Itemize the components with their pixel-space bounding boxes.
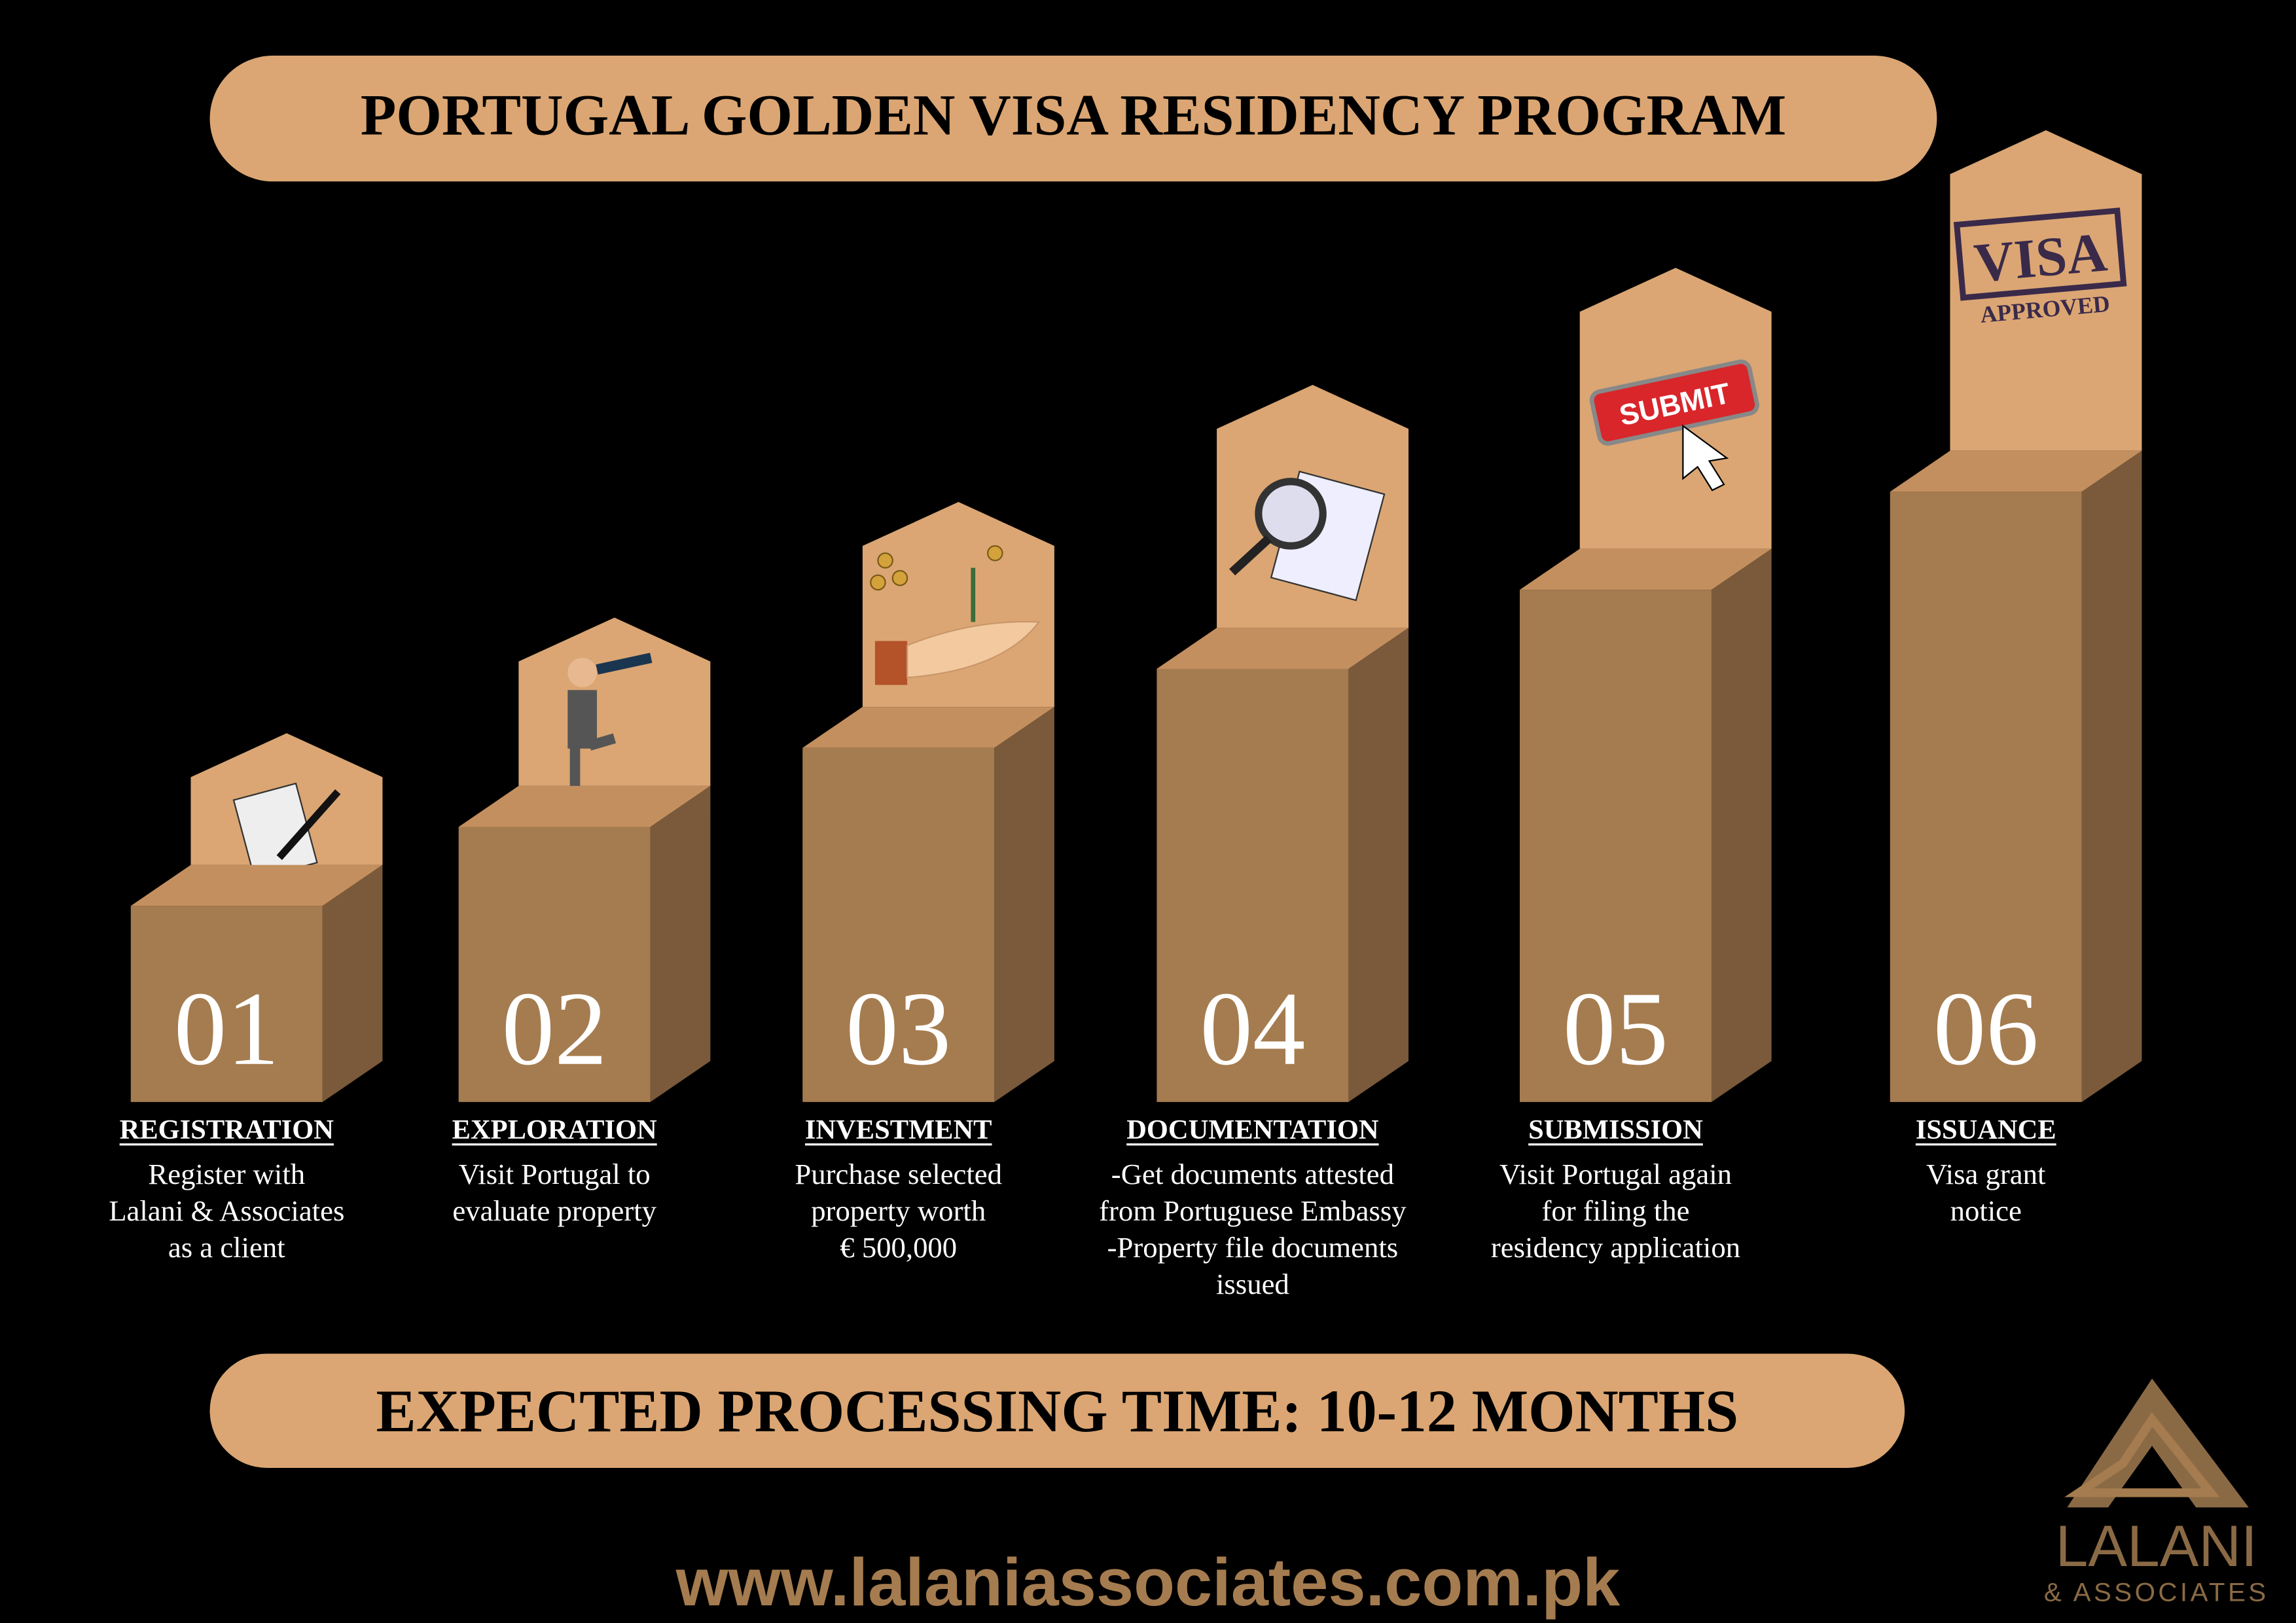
step-heading: EXPLORATION xyxy=(452,1115,657,1145)
step-front xyxy=(1520,590,1712,1102)
step: 02 EXPLORATION Visit Portugal to evaluate p… xyxy=(452,617,711,1227)
step-heading: REGISTRATION xyxy=(120,1115,334,1145)
step-number: 02 xyxy=(502,971,607,1087)
logo-name: LALANI xyxy=(2056,1513,2257,1578)
icon-telescope xyxy=(596,652,653,675)
icon-submit: SUBMIT xyxy=(1589,359,1759,446)
step-top xyxy=(1890,450,2142,492)
icon-text: VISA xyxy=(1971,221,2109,294)
logo-mark-inner xyxy=(2064,1412,2220,1497)
step: 01 REGISTRATION Register with Lalani & Asso… xyxy=(109,733,383,1264)
step-number: 05 xyxy=(1563,971,1668,1087)
step-description: € 500,000 xyxy=(840,1231,957,1264)
step-front xyxy=(802,747,995,1102)
step-description: -Get documents attested xyxy=(1111,1158,1394,1190)
step-icon xyxy=(567,652,653,797)
step-front xyxy=(1890,491,2082,1102)
step-description: -Property file documents xyxy=(1107,1231,1399,1264)
step: 03 INVESTMENT Purchase selected property wo… xyxy=(795,502,1054,1264)
step-number: 04 xyxy=(1200,971,1305,1087)
step-icon xyxy=(870,545,1041,685)
logo: LALANI & ASSOCIATES xyxy=(2044,1378,2269,1607)
step-top xyxy=(1520,548,1772,590)
step-icon: SUBMIT xyxy=(1589,359,1759,491)
step-description: Lalani & Associates xyxy=(109,1194,344,1227)
icon-coin xyxy=(877,552,893,569)
icon-coin xyxy=(870,574,886,591)
step-front xyxy=(130,906,323,1102)
step-description: notice xyxy=(1950,1194,2022,1227)
steps: 01 REGISTRATION Register with Lalani & Asso… xyxy=(109,130,2142,1300)
step-number: 01 xyxy=(174,971,279,1087)
step-side xyxy=(1348,628,1409,1102)
icon-hand xyxy=(906,620,1041,679)
step-number: 06 xyxy=(1933,971,2039,1087)
step-description: as a client xyxy=(168,1231,285,1264)
step-description: Purchase selected xyxy=(795,1158,1002,1190)
step-description: evaluate property xyxy=(452,1194,656,1227)
step-side xyxy=(2081,450,2142,1102)
title-pill xyxy=(209,55,1937,182)
step-icon xyxy=(1229,471,1386,601)
step-heading: INVESTMENT xyxy=(805,1115,992,1145)
step-number: 03 xyxy=(846,971,951,1087)
step-top xyxy=(130,865,383,906)
icon-handle xyxy=(1229,535,1272,576)
step-description: property worth xyxy=(811,1194,986,1227)
icon-stamp-border xyxy=(1953,207,2127,301)
step-description: from Portuguese Embassy xyxy=(1099,1194,1407,1227)
icon-head xyxy=(567,658,598,687)
title: PORTUGAL GOLDEN VISA RESIDENCY PROGRAM xyxy=(361,83,1786,148)
step-pillar xyxy=(518,617,711,786)
step-description: Visit Portugal again xyxy=(1499,1158,1732,1190)
icon-button xyxy=(1589,359,1759,446)
icon-cuff xyxy=(874,641,908,685)
step-front xyxy=(458,827,651,1102)
step-front xyxy=(1157,668,1349,1102)
step-description: issued xyxy=(1216,1268,1289,1300)
icon-lens xyxy=(1255,478,1327,550)
step-description: for filing the xyxy=(1541,1194,1689,1227)
step-top xyxy=(458,785,711,827)
step-heading: DOCUMENTATION xyxy=(1126,1115,1379,1145)
icon-body xyxy=(567,690,598,749)
step-side xyxy=(650,785,711,1102)
icon-leg xyxy=(588,733,617,751)
step: SUBMIT 05 SUBMISSION Visit Portugal again fo… xyxy=(1491,268,1772,1264)
icon-coin xyxy=(891,570,908,586)
step-side xyxy=(994,707,1054,1102)
step-description: Visa grant xyxy=(1926,1158,2046,1190)
step: 04 DOCUMENTATION -Get documents attested fr… xyxy=(1099,385,1409,1300)
icon-coin xyxy=(987,545,1003,562)
logo-subtitle: & ASSOCIATES xyxy=(2044,1577,2269,1607)
processing-pill xyxy=(209,1353,1905,1468)
step-side xyxy=(322,865,383,1102)
icon-pen xyxy=(276,789,341,861)
step-heading: SUBMISSION xyxy=(1528,1115,1703,1145)
step-description: Register with xyxy=(148,1158,305,1190)
step-side xyxy=(1711,548,1772,1102)
step-top xyxy=(802,707,1054,748)
step-description: residency application xyxy=(1491,1231,1740,1264)
step-icon xyxy=(232,782,341,880)
website: www.lalaniassociates.com.pk xyxy=(675,1544,1621,1620)
processing-time: EXPECTED PROCESSING TIME: 10-12 MONTHS xyxy=(376,1378,1739,1444)
step-top xyxy=(1157,628,1409,669)
step-description: Visit Portugal to xyxy=(459,1158,651,1190)
step-heading: ISSUANCE xyxy=(1916,1115,2056,1145)
icon-cursor xyxy=(1682,424,1729,491)
